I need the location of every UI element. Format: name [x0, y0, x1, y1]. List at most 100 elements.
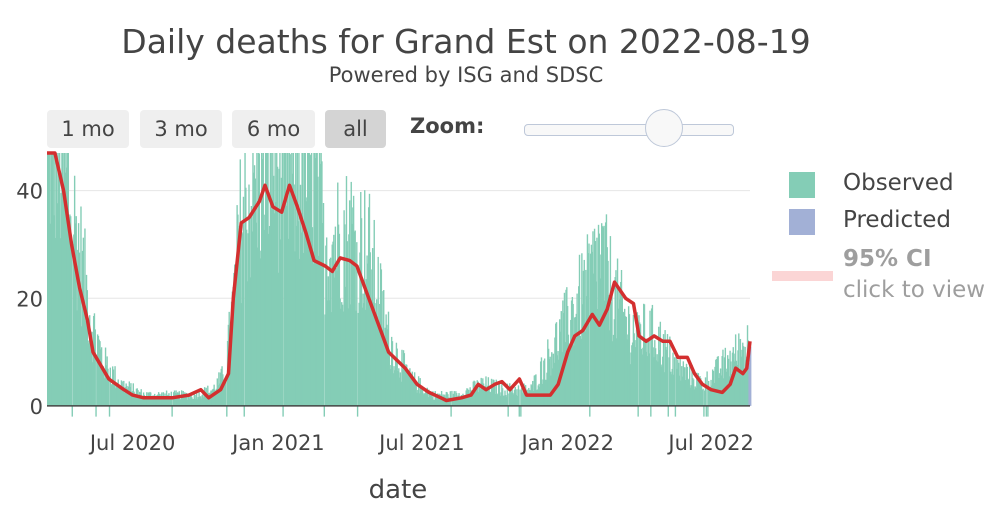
observed-bar [397, 371, 399, 406]
observed-bar [508, 393, 510, 406]
observed-bar [202, 393, 204, 406]
observed-bar [258, 153, 261, 406]
observed-bar [119, 387, 121, 406]
observed-bar [413, 372, 416, 406]
observed-bar [188, 398, 191, 406]
predicted-swatch-icon [789, 209, 815, 235]
observed-bar [638, 315, 640, 406]
observed-bar [117, 379, 119, 406]
observed-bar [715, 359, 717, 406]
observed-bar [204, 391, 207, 406]
observed-bar [558, 319, 561, 406]
observed-bar [178, 391, 180, 406]
observed-bar [313, 153, 315, 406]
observed-bar [177, 393, 180, 406]
observed-bar [138, 391, 141, 406]
observed-bar [423, 393, 425, 406]
observed-bar [435, 395, 437, 406]
observed-bar [591, 251, 593, 406]
observed-bar [639, 322, 641, 406]
observed-bar [78, 252, 81, 406]
observed-bar [107, 368, 109, 406]
observed-bar [495, 379, 497, 406]
observed-bar [84, 228, 86, 406]
observed-bar [620, 269, 623, 406]
observed-bar [526, 389, 528, 406]
observed-bar [230, 301, 233, 406]
observed-bar [222, 374, 224, 406]
observed-bar [632, 314, 635, 406]
observed-bar [426, 387, 429, 406]
observed-bar [83, 303, 85, 406]
observed-bar [512, 392, 514, 406]
observed-bar [497, 393, 499, 406]
observed-bar [627, 334, 629, 406]
observed-bar [678, 375, 681, 406]
observed-bar [431, 397, 433, 406]
observed-bar [600, 278, 602, 406]
observed-bar [375, 315, 377, 406]
observed-bar [686, 366, 688, 406]
observed-bar [185, 392, 188, 406]
observed-bar [291, 173, 294, 406]
observed-bar [554, 337, 556, 406]
observed-bar [206, 397, 208, 406]
observed-bar [120, 380, 123, 406]
observed-bar [694, 386, 696, 406]
observed-bar [365, 279, 368, 406]
observed-bar [101, 365, 104, 406]
zoom-slider-handle-icon[interactable] [645, 109, 683, 147]
observed-bar [182, 390, 184, 406]
range-button-3mo[interactable]: 3 mo [140, 110, 222, 148]
observed-bar [100, 349, 102, 406]
observed-bar [500, 392, 502, 406]
observed-bar [302, 252, 305, 406]
observed-bar [570, 300, 573, 406]
observed-bar [683, 367, 685, 406]
observed-bar [513, 394, 515, 406]
observed-bar [56, 203, 58, 406]
observed-bar [713, 382, 715, 406]
observed-bar [329, 257, 332, 406]
observed-bar [727, 355, 729, 406]
range-button-all[interactable]: all [325, 110, 386, 148]
observed-bar [160, 394, 162, 406]
observed-bar [578, 286, 580, 406]
observed-bar [509, 386, 512, 406]
observed-bar [383, 290, 385, 406]
observed-bar [50, 153, 52, 406]
observed-bar [371, 269, 373, 406]
observed-bar [490, 392, 492, 406]
observed-bar [741, 349, 743, 406]
observed-bar [179, 399, 181, 406]
observed-bar [306, 197, 308, 406]
observed-bar [351, 223, 353, 406]
observed-bar [464, 397, 467, 406]
observed-bar [284, 153, 287, 406]
observed-bar [633, 333, 635, 406]
observed-bar [297, 221, 299, 406]
range-button-1mo[interactable]: 1 mo [47, 110, 129, 148]
observed-bar [92, 362, 94, 406]
observed-bar [436, 393, 439, 406]
observed-bar [379, 303, 381, 406]
observed-bar [737, 350, 739, 406]
observed-bar [77, 223, 80, 406]
observed-bar [280, 239, 282, 406]
observed-bar [215, 388, 218, 406]
observed-bar [52, 153, 54, 406]
observed-bar [134, 393, 137, 406]
observed-bar [471, 393, 473, 406]
observed-bar [197, 397, 199, 406]
observed-bar [564, 342, 566, 406]
observed-bar [390, 336, 393, 406]
observed-bar [501, 381, 503, 406]
observed-bar [666, 334, 669, 406]
observed-bar [400, 381, 402, 406]
observed-bar [364, 190, 366, 406]
observed-bar [701, 390, 704, 406]
observed-bar [377, 256, 379, 406]
range-button-6mo[interactable]: 6 mo [232, 110, 315, 148]
observed-bar [158, 393, 161, 406]
observed-bar [617, 308, 620, 406]
